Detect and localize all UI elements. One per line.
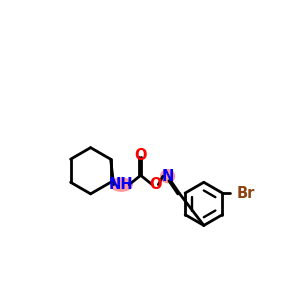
Ellipse shape — [111, 178, 132, 191]
Text: N: N — [161, 169, 174, 184]
Text: NH: NH — [109, 177, 134, 192]
Text: O: O — [134, 148, 147, 163]
Text: Br: Br — [236, 186, 255, 201]
Text: O: O — [149, 177, 161, 192]
Ellipse shape — [161, 169, 175, 183]
